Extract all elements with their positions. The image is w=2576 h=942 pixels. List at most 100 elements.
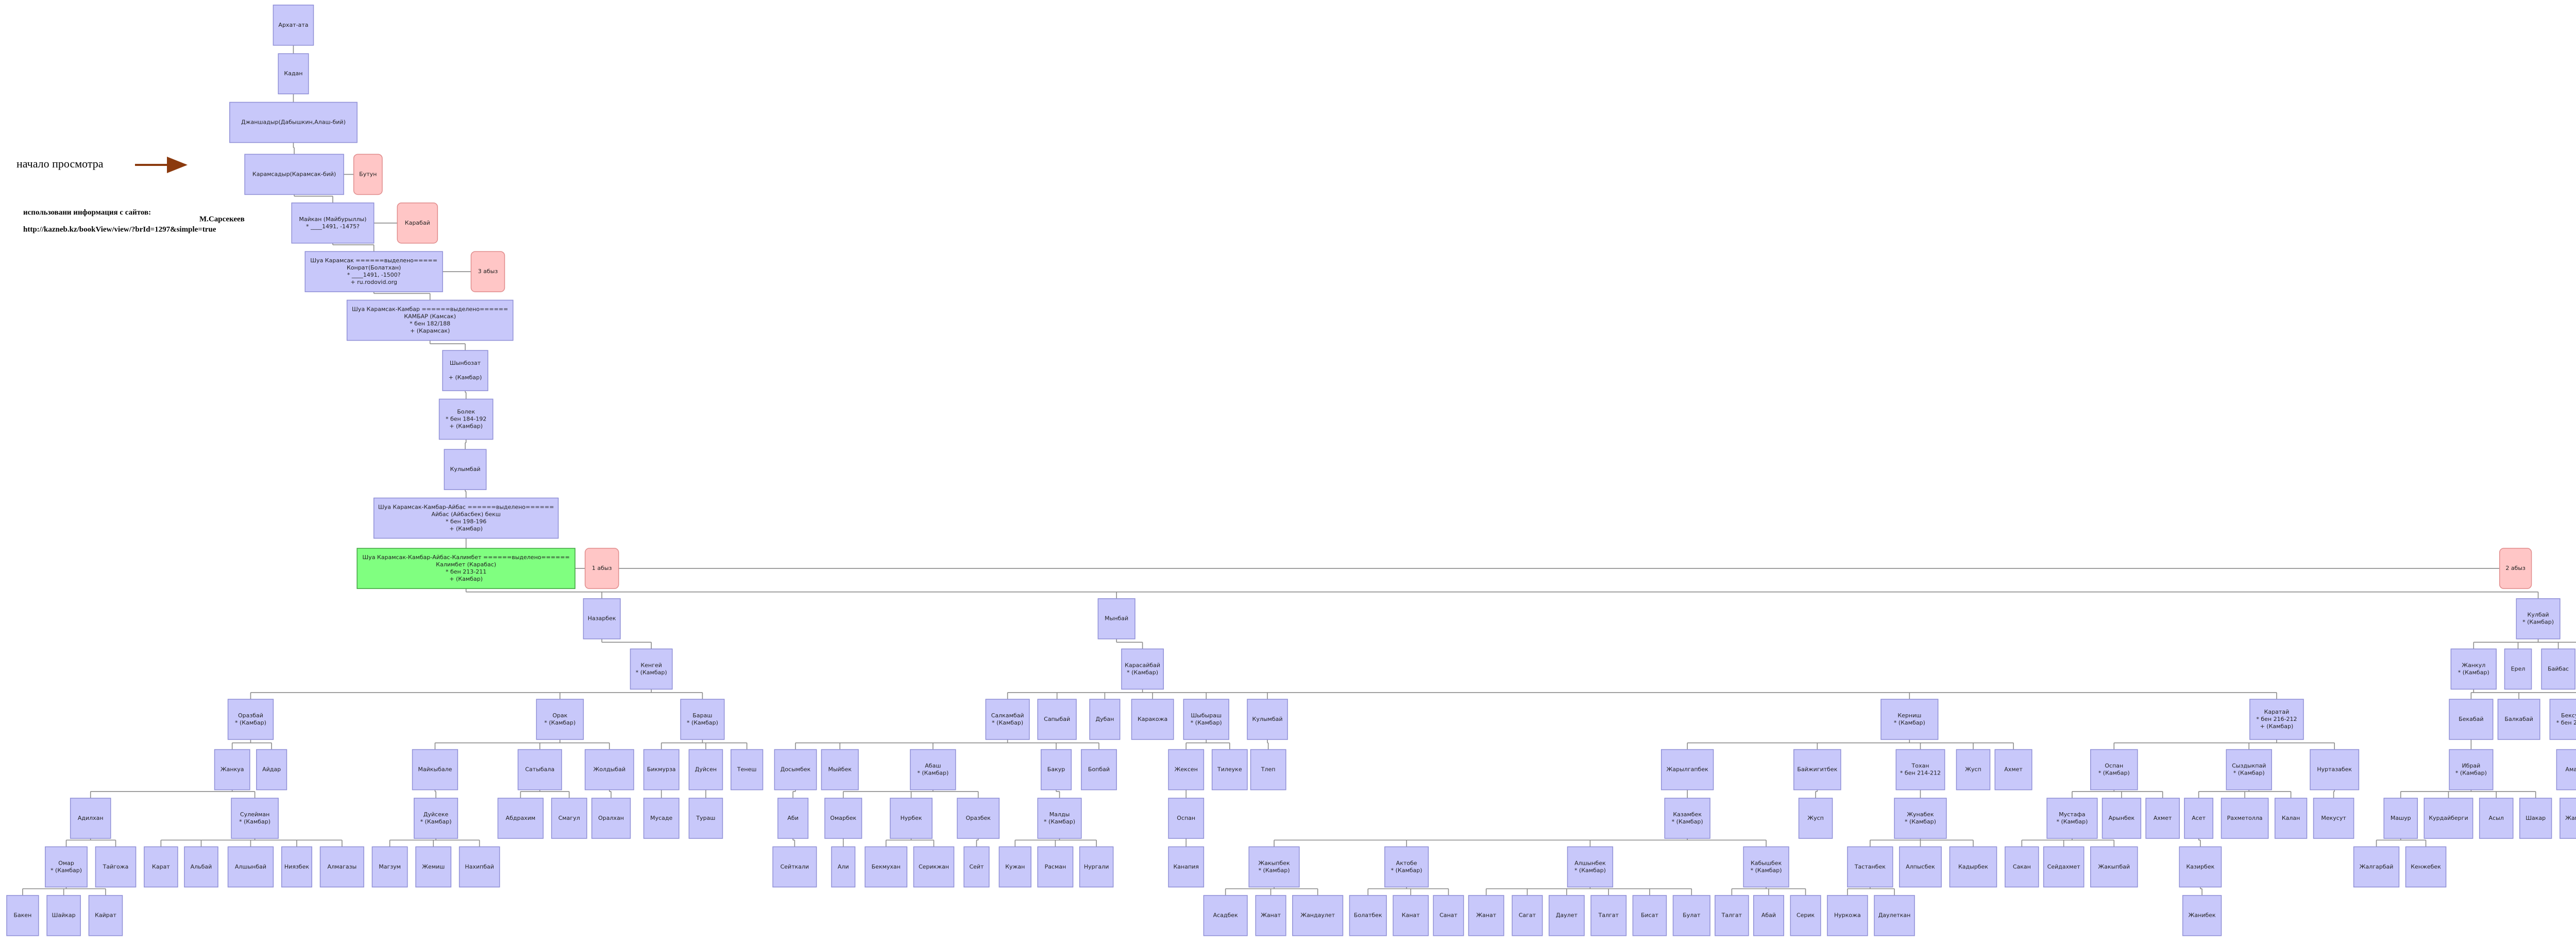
node-box bbox=[1660, 749, 1714, 790]
person-node: Жанкуа bbox=[214, 749, 250, 790]
node-label: Казирбек bbox=[2187, 863, 2215, 870]
node-label: Жолдыбай bbox=[594, 766, 626, 773]
person-node: Малды* (Камбар) bbox=[1037, 798, 1082, 839]
node-label: Оспан bbox=[1177, 815, 1195, 821]
node-label: Магзум bbox=[379, 863, 401, 870]
node-box bbox=[184, 846, 218, 888]
node-label: * (Камбар) bbox=[1751, 867, 1782, 873]
node-box bbox=[244, 154, 344, 195]
node-box bbox=[831, 846, 856, 888]
node-label: * (Камбар) bbox=[2458, 669, 2489, 676]
node-box bbox=[2090, 749, 2138, 790]
person-node: Сакан bbox=[2005, 846, 2039, 888]
node-label: Аби bbox=[787, 815, 798, 821]
person-node: Кулымбай bbox=[1247, 699, 1288, 740]
person-node: Даулеткан bbox=[1874, 895, 1915, 936]
node-label: * (Камбар) bbox=[1191, 719, 1222, 726]
node-box bbox=[1433, 895, 1464, 936]
person-node: Абаш* (Камбар) bbox=[910, 749, 956, 790]
node-box bbox=[229, 102, 358, 143]
person-node: Бопбай bbox=[1081, 749, 1117, 790]
node-box bbox=[227, 846, 274, 888]
node-box bbox=[6, 895, 39, 936]
person-node: Жакыпбай bbox=[2090, 846, 2138, 888]
node-box bbox=[890, 798, 933, 839]
person-node: Асадбек bbox=[1203, 895, 1248, 936]
node-label: * (Камбар) bbox=[1905, 818, 1936, 825]
node-label: Шуа Карамсак-Камбар-Айбас ======выделено… bbox=[378, 503, 554, 510]
node-box bbox=[2310, 749, 2360, 790]
node-label: Болатбек bbox=[1354, 912, 1382, 919]
node-box bbox=[214, 749, 250, 790]
source-url: http://kazneb.kz/bookView/view/?brId=129… bbox=[23, 225, 216, 233]
person-node: Жакыпбек* (Камбар) bbox=[1248, 846, 1300, 888]
node-box bbox=[2516, 598, 2561, 640]
node-label: Карабай bbox=[405, 220, 430, 226]
node-box bbox=[688, 749, 723, 790]
node-box bbox=[1168, 749, 1205, 790]
person-node: Джаншадыр(Дабышкин,Алаш-бий) bbox=[229, 102, 358, 143]
node-label: Жандаулет bbox=[1300, 912, 1335, 919]
node-box bbox=[1248, 846, 1300, 888]
node-label: Абай bbox=[1761, 912, 1776, 919]
node-label: Калан bbox=[2282, 815, 2300, 821]
node-label: Сыздыкпай bbox=[2232, 763, 2266, 769]
node-box bbox=[957, 798, 1000, 839]
person-node: Дуйсен bbox=[688, 749, 723, 790]
person-node: Бисат bbox=[1632, 895, 1667, 936]
node-box bbox=[1548, 895, 1585, 936]
node-box bbox=[865, 846, 908, 888]
node-label: * (Камбар) bbox=[1127, 669, 1158, 676]
person-node: Калан bbox=[2274, 798, 2308, 839]
node-label: + (Камбар) bbox=[2260, 723, 2294, 730]
person-node: Аби bbox=[777, 798, 809, 839]
person-node: Нурбек bbox=[890, 798, 933, 839]
node-box bbox=[2497, 699, 2540, 740]
node-label: КАМБАР (Камсак) bbox=[404, 313, 456, 320]
node-box bbox=[353, 154, 383, 195]
node-label: Кенжебек bbox=[2411, 863, 2441, 870]
person-node: Салкамбай* (Камбар) bbox=[985, 699, 1030, 740]
person-node: Айдар bbox=[256, 749, 287, 790]
node-label: Мусаде bbox=[650, 815, 672, 821]
person-node: Жусп bbox=[1956, 749, 1991, 790]
node-label: Карамсадыр(Карамсак-бий) bbox=[252, 171, 336, 177]
node-box bbox=[278, 53, 309, 94]
node-label: * (Камбар) bbox=[2455, 770, 2487, 777]
node-box bbox=[1994, 749, 2032, 790]
node-label: Асыл bbox=[2489, 815, 2504, 821]
node-label: Дубан bbox=[1095, 716, 1114, 722]
node-label: Кадан bbox=[284, 70, 302, 77]
node-label: Тлеп bbox=[1261, 766, 1276, 773]
person-node: Шынбозат + (Камбар) bbox=[442, 350, 488, 391]
node-label: * (Камбар) bbox=[1894, 719, 1925, 726]
person-node: Мусаде bbox=[643, 798, 680, 839]
node-box bbox=[2226, 749, 2272, 790]
person-node: Мыйбек bbox=[821, 749, 859, 790]
node-box bbox=[373, 497, 559, 539]
person-node: Каракожа bbox=[1131, 699, 1174, 740]
node-label: * (Камбар) bbox=[1391, 867, 1422, 873]
node-label: Жемиш bbox=[422, 863, 445, 870]
node-label: Тайгожа bbox=[103, 863, 129, 870]
person-node: Расман bbox=[1037, 846, 1074, 888]
node-label: Архат-ата bbox=[278, 22, 308, 28]
node-label: Даулеткан bbox=[1878, 912, 1911, 919]
person-node: Оспан* (Камбар) bbox=[2090, 749, 2138, 790]
node-box bbox=[1743, 846, 1789, 888]
person-node: Кенгей* (Камбар) bbox=[630, 648, 673, 690]
node-box bbox=[1040, 749, 1072, 790]
node-label: Жексен bbox=[1175, 766, 1198, 773]
node-box bbox=[371, 846, 408, 888]
node-label: * (Камбар) bbox=[917, 770, 948, 777]
node-box bbox=[46, 895, 81, 936]
node-box bbox=[413, 798, 459, 839]
node-box bbox=[1081, 749, 1117, 790]
node-label: Бакур bbox=[1047, 766, 1065, 773]
person-node: Сейдахмет bbox=[2043, 846, 2084, 888]
node-box bbox=[1037, 798, 1082, 839]
person-node: Жалгарбай bbox=[2353, 846, 2400, 888]
node-box bbox=[1899, 846, 1942, 888]
